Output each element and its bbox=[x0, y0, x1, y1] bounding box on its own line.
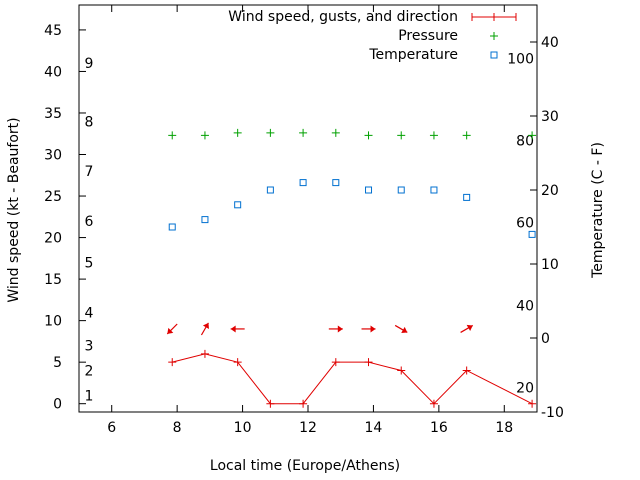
x-tick-label: 14 bbox=[365, 420, 383, 436]
x-tick-label: 8 bbox=[173, 420, 182, 436]
y-left-tick-label: 25 bbox=[44, 189, 62, 205]
wind-point bbox=[462, 366, 471, 375]
y-right-tick-label: -10 bbox=[541, 405, 564, 421]
wind-point bbox=[233, 358, 242, 367]
legend-swatch-temperature bbox=[490, 51, 498, 59]
x-tick-label: 16 bbox=[430, 420, 448, 436]
wind-point bbox=[299, 399, 308, 408]
beaufort-label: 4 bbox=[85, 305, 94, 321]
beaufort-scale-labels: 1 2 3 4 5 6 7 8 9 bbox=[85, 56, 94, 404]
wind-series bbox=[166, 322, 537, 408]
y-left-tick-label: 30 bbox=[44, 148, 62, 164]
pressure-point bbox=[233, 128, 242, 137]
temperature-point bbox=[332, 179, 340, 187]
y-left-tick-label: 15 bbox=[44, 272, 62, 288]
x-tick-label: 12 bbox=[299, 420, 317, 436]
beaufort-label: 5 bbox=[85, 255, 94, 271]
wind-point bbox=[200, 349, 209, 358]
y-left-tick-label: 10 bbox=[44, 314, 62, 330]
y-right-axis-label: Temperature (C - F) bbox=[590, 142, 606, 279]
legend-label-wind: Wind speed, gusts, and direction bbox=[228, 9, 458, 25]
y-left-tick-label: 40 bbox=[44, 64, 62, 80]
y-left-axis-label: Wind speed (kt - Beaufort) bbox=[6, 117, 22, 302]
pressure-point bbox=[299, 128, 308, 137]
pressure-point bbox=[364, 131, 373, 140]
temperature-series bbox=[168, 179, 536, 238]
wind-direction-arrow bbox=[460, 324, 474, 333]
x-axis-ticks: 6 8 10 12 14 16 18 bbox=[107, 5, 513, 436]
fahrenheit-label: 40 bbox=[516, 298, 534, 314]
wind-direction-arrow bbox=[166, 323, 178, 335]
temperature-point bbox=[299, 179, 307, 187]
pressure-series bbox=[168, 128, 537, 140]
pressure-point bbox=[168, 131, 177, 140]
wind-point bbox=[331, 358, 340, 367]
fahrenheit-label: 20 bbox=[516, 381, 534, 397]
temperature-point bbox=[528, 230, 536, 238]
wind-direction-arrow bbox=[230, 325, 245, 333]
beaufort-label: 9 bbox=[85, 56, 94, 72]
pressure-point bbox=[429, 131, 438, 140]
legend-swatch-wind-markers bbox=[471, 13, 517, 21]
y-left-tick-label: 0 bbox=[53, 397, 62, 413]
temperature-point bbox=[365, 186, 373, 194]
temperature-point bbox=[234, 201, 242, 209]
y-left-tick-label: 45 bbox=[44, 23, 62, 39]
beaufort-label: 7 bbox=[85, 164, 94, 180]
x-tick-label: 6 bbox=[107, 420, 116, 436]
y-right-tick-label: 40 bbox=[541, 35, 559, 51]
plot-area-frame bbox=[78, 4, 538, 413]
legend-swatch-pressure bbox=[490, 32, 498, 40]
pressure-point bbox=[200, 131, 209, 140]
beaufort-label: 1 bbox=[85, 388, 94, 404]
x-tick-label: 10 bbox=[234, 420, 252, 436]
wind-point bbox=[364, 358, 373, 367]
beaufort-label: 3 bbox=[85, 339, 94, 355]
beaufort-label: 2 bbox=[85, 363, 94, 379]
temperature-point bbox=[397, 186, 405, 194]
y-left-tick-label: 35 bbox=[44, 106, 62, 122]
y-left-tick-label: 20 bbox=[44, 231, 62, 247]
pressure-point bbox=[462, 131, 471, 140]
y-right-axis-ticks: -10 0 10 20 30 40 bbox=[530, 35, 564, 421]
x-tick-label: 18 bbox=[495, 420, 513, 436]
wind-direction-arrow bbox=[328, 325, 343, 333]
y-right-tick-label: 0 bbox=[541, 331, 550, 347]
wind-point bbox=[429, 399, 438, 408]
pressure-point bbox=[266, 128, 275, 137]
wind-series-line bbox=[172, 353, 533, 405]
temperature-point bbox=[266, 186, 274, 194]
wind-point bbox=[528, 399, 537, 408]
wind-point bbox=[266, 399, 275, 408]
pressure-point bbox=[528, 131, 537, 140]
fahrenheit-label: 60 bbox=[516, 216, 534, 232]
beaufort-label: 6 bbox=[85, 214, 94, 230]
wind-point bbox=[397, 366, 406, 375]
fahrenheit-scale-labels: 20 40 60 80 100 bbox=[507, 51, 534, 396]
fahrenheit-label: 80 bbox=[516, 133, 534, 149]
temperature-point bbox=[430, 186, 438, 194]
legend-label-pressure: Pressure bbox=[398, 28, 458, 44]
y-left-tick-label: 5 bbox=[53, 355, 62, 371]
y-right-tick-label: 20 bbox=[541, 183, 559, 199]
y-right-tick-label: 30 bbox=[541, 109, 559, 125]
wind-direction-arrow bbox=[200, 322, 209, 336]
y-left-axis-ticks: 0 5 10 15 20 25 30 35 40 45 bbox=[44, 23, 86, 413]
legend-label-temperature: Temperature bbox=[368, 47, 458, 63]
temperature-point bbox=[168, 223, 176, 231]
pressure-point bbox=[397, 131, 406, 140]
beaufort-label: 8 bbox=[85, 114, 94, 130]
wind-direction-arrow bbox=[361, 325, 376, 333]
y-right-tick-label: 10 bbox=[541, 257, 559, 273]
temperature-point bbox=[201, 216, 209, 224]
fahrenheit-label: 100 bbox=[507, 51, 534, 67]
pressure-point bbox=[331, 128, 340, 137]
wind-point bbox=[168, 358, 177, 367]
wind-direction-arrow bbox=[394, 324, 408, 333]
legend: Wind speed, gusts, and direction Pressur… bbox=[228, 9, 517, 63]
temperature-point bbox=[463, 193, 471, 201]
x-axis-label: Local time (Europe/Athens) bbox=[210, 458, 400, 474]
